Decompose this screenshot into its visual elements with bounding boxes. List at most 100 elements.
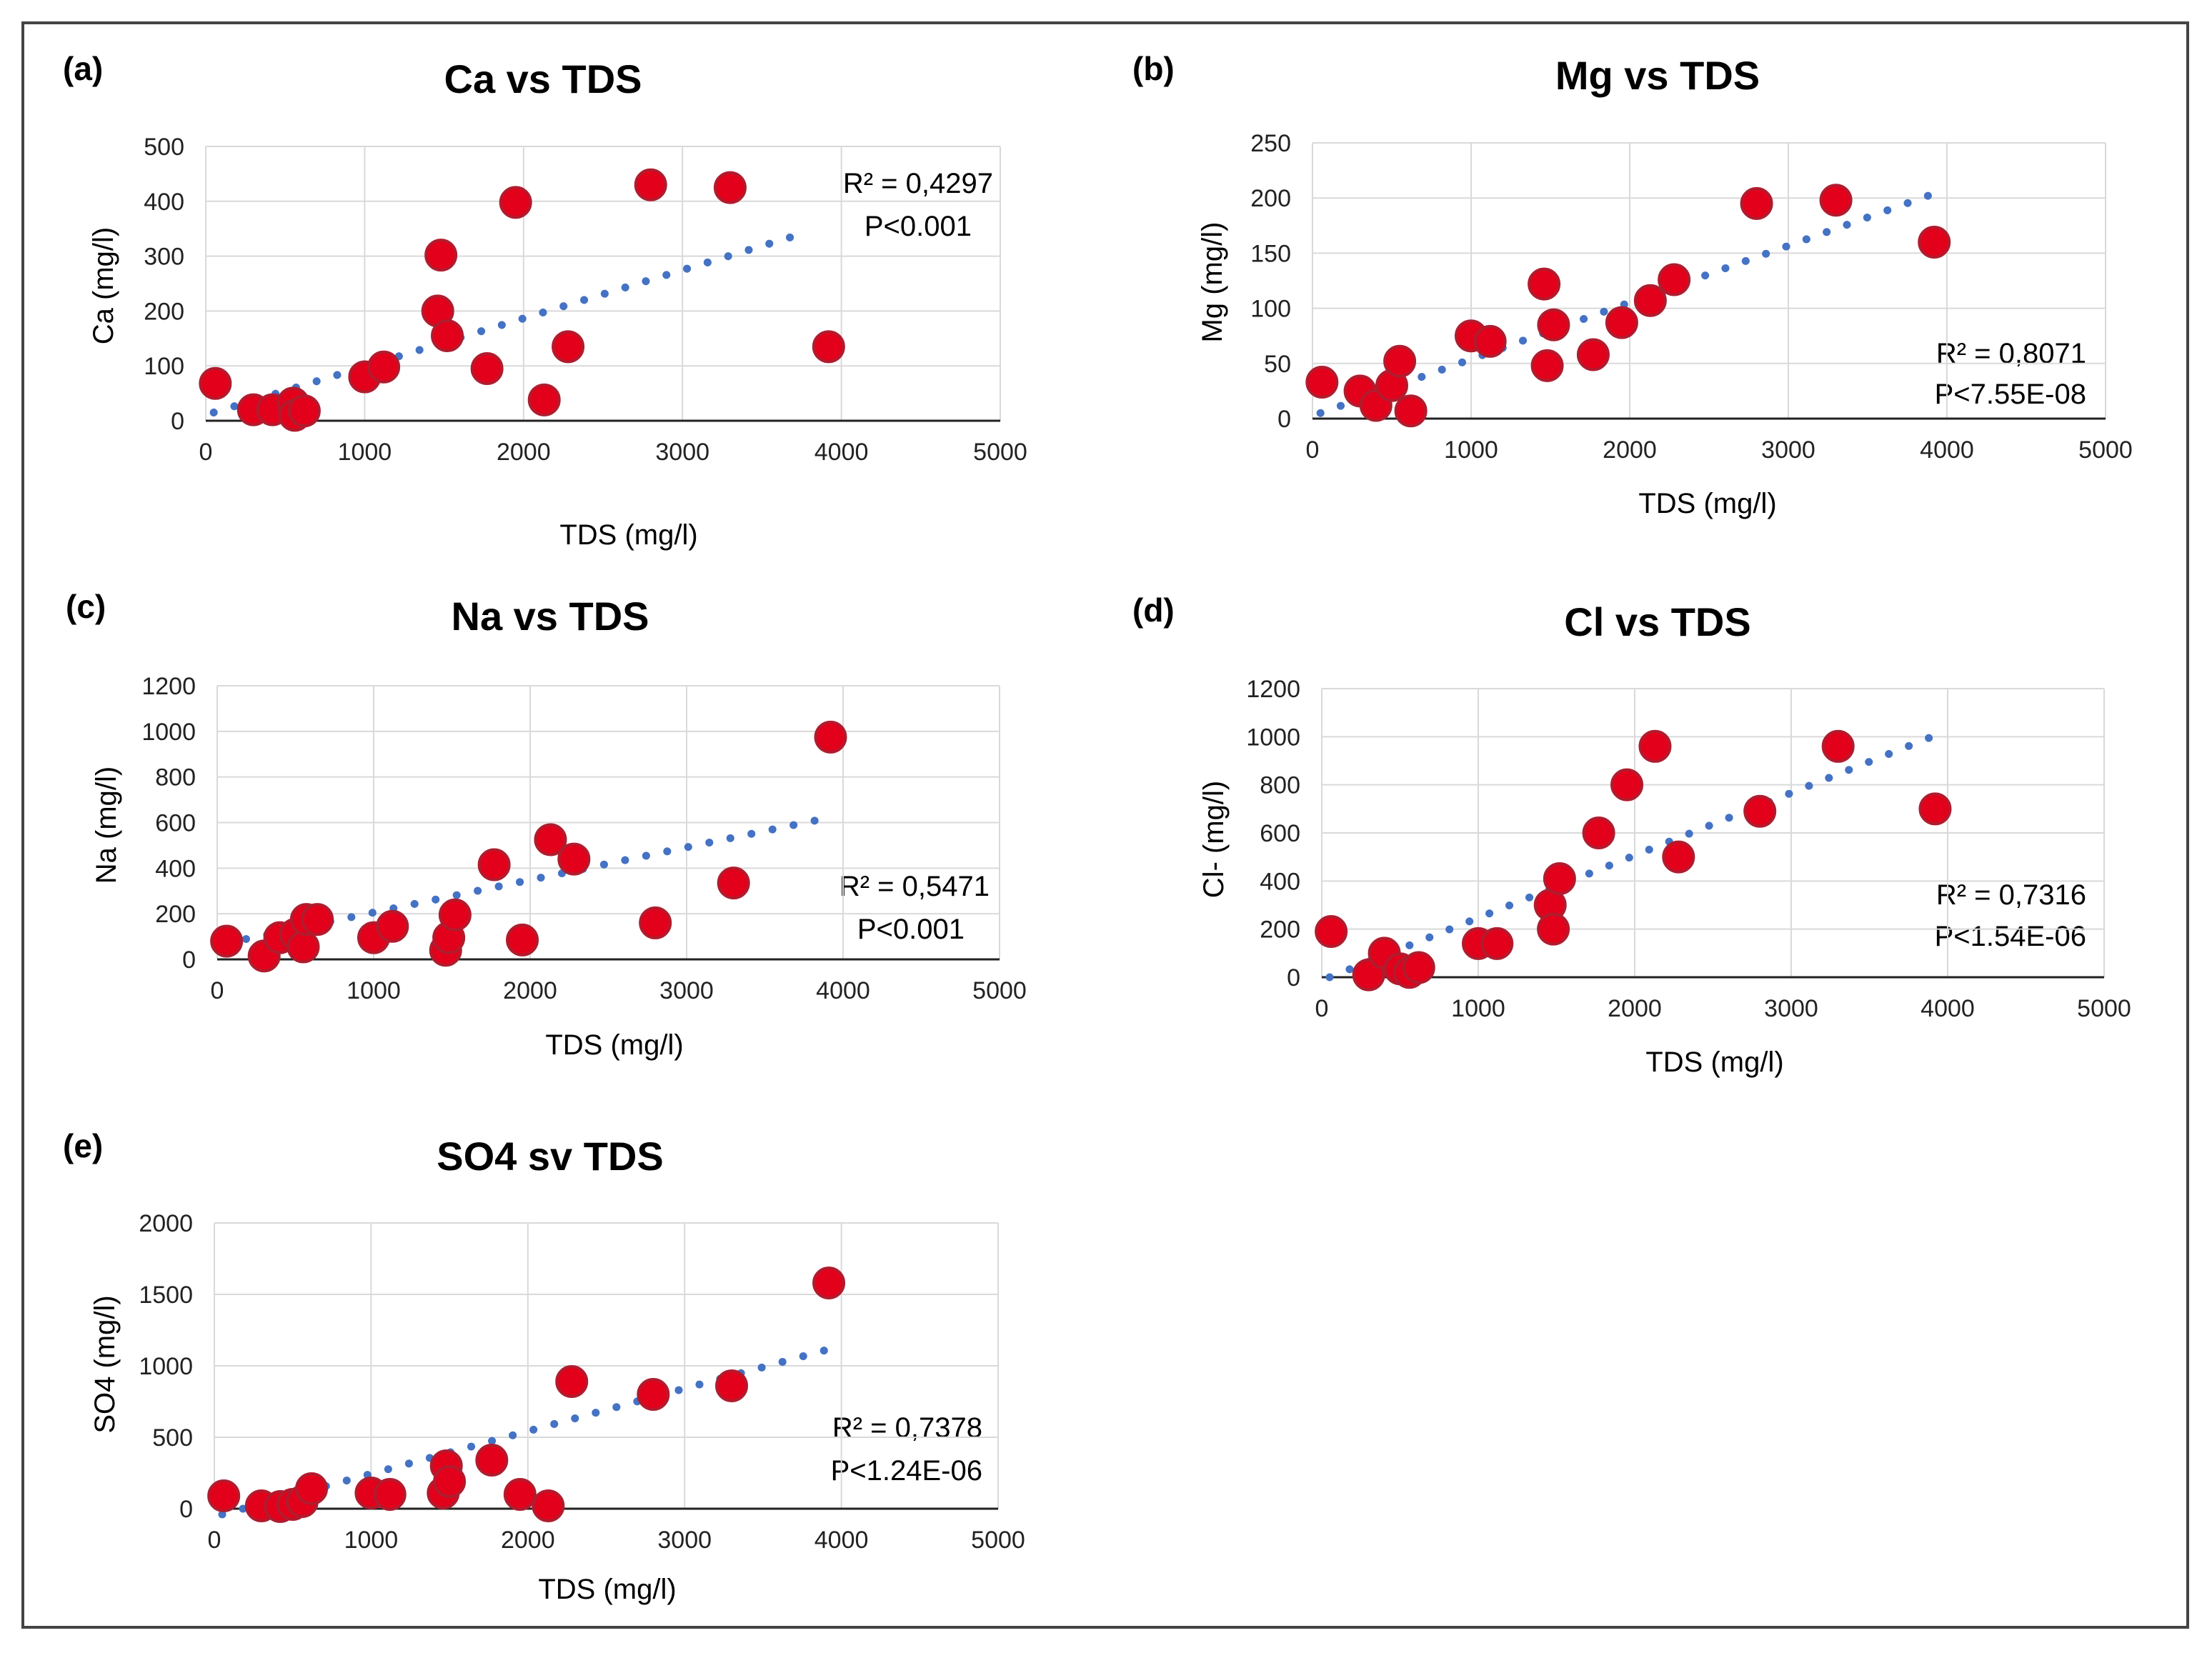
x-tick-label: 0 xyxy=(211,977,224,1004)
panel-b: (b) Mg vs TDS TDS (mg/l) Mg (mg/l) R² = … xyxy=(1132,50,2133,519)
data-point xyxy=(812,1267,846,1299)
x-tick-label: 2000 xyxy=(497,439,551,466)
y-tick-label: 0 xyxy=(171,408,184,435)
y-tick-label: 200 xyxy=(1260,917,1300,944)
data-point xyxy=(1576,338,1610,371)
data-point xyxy=(431,319,464,352)
x-tick-label: 1000 xyxy=(338,439,392,466)
data-point xyxy=(814,720,847,754)
figure-frame xyxy=(21,21,2189,1629)
data-point xyxy=(506,923,539,957)
panel-b-plot: 0 1000 2000 3000 4000 5000 0 50 100 150 200 250 xyxy=(1250,130,2133,464)
x-tick-label: 5000 xyxy=(972,977,1027,1004)
data-point xyxy=(639,906,672,939)
panel-e-title: SO4 sv TDS xyxy=(437,1134,663,1179)
x-tick-label: 0 xyxy=(1315,995,1329,1022)
data-point xyxy=(503,1478,537,1511)
panel-e-r2: R² = 0,7378 xyxy=(832,1412,982,1444)
data-point xyxy=(1605,306,1638,339)
panel-e-label: (e) xyxy=(63,1127,103,1164)
panel-b-ylabel: Mg (mg/l) xyxy=(1197,222,1228,343)
x-tick-label: 4000 xyxy=(1920,995,1975,1022)
x-tick-label: 5000 xyxy=(2078,436,2133,464)
x-tick-label: 3000 xyxy=(657,1527,712,1554)
data-point xyxy=(475,1444,509,1477)
y-tick-label: 1200 xyxy=(141,673,196,700)
trendline xyxy=(1325,732,1936,982)
panel-d-pvalue: P<1.54E-06 xyxy=(1935,921,2086,952)
x-tick-label: 3000 xyxy=(655,439,709,466)
panel-a-r2: R² = 0,4297 xyxy=(843,168,993,199)
y-tick-label: 1500 xyxy=(139,1282,193,1309)
data-point xyxy=(532,1489,565,1522)
data-point xyxy=(1480,927,1514,960)
y-tick-label: 500 xyxy=(144,134,184,161)
x-tick-label: 3000 xyxy=(659,977,714,1004)
y-tick-label: 400 xyxy=(144,189,184,216)
data-point xyxy=(717,867,750,900)
data-point xyxy=(1819,184,1853,217)
y-tick-label: 0 xyxy=(179,1496,193,1523)
trendline xyxy=(209,227,814,416)
data-point xyxy=(552,330,585,364)
data-point xyxy=(376,909,409,943)
panel-d-label: (d) xyxy=(1132,591,1175,629)
y-tick-label: 100 xyxy=(1250,296,1291,323)
data-point xyxy=(424,239,458,272)
data-point xyxy=(1918,792,1952,826)
panel-c-r2: R² = 0,5471 xyxy=(840,871,990,902)
x-tick-label: 4000 xyxy=(1920,436,1974,464)
data-point xyxy=(207,1479,241,1512)
y-tick-label: 0 xyxy=(1287,964,1300,992)
y-tick-label: 1000 xyxy=(139,1353,193,1380)
data-point xyxy=(1662,840,1695,874)
panel-d-xlabel: TDS (mg/l) xyxy=(1645,1047,1783,1078)
x-tick-label: 5000 xyxy=(971,1527,1025,1554)
y-tick-label: 0 xyxy=(182,947,196,974)
panel-c: (c) Na vs TDS TDS (mg/l) Na (mg/l) R² = … xyxy=(66,588,1027,1061)
panel-a-ylabel: Ca (mg/l) xyxy=(88,227,119,344)
panel-e-plot: 0 1000 2000 3000 4000 5000 0 500 1000 1500 2000 xyxy=(139,1210,1025,1554)
y-tick-label: 1200 xyxy=(1246,676,1300,703)
panel-d-plot: 0 1000 2000 3000 4000 5000 0 200 400 600 800 1000 12… xyxy=(1246,676,2131,1022)
data-point xyxy=(477,848,511,882)
panel-c-ylabel: Na (mg/l) xyxy=(91,766,122,884)
data-point xyxy=(555,1365,589,1398)
y-tick-label: 600 xyxy=(1260,820,1300,847)
x-tick-label: 5000 xyxy=(973,439,1027,466)
data-point xyxy=(1305,366,1339,399)
panel-c-pvalue: P<0.001 xyxy=(857,914,965,945)
data-point xyxy=(367,350,401,384)
data-point xyxy=(1638,729,1672,763)
data-point xyxy=(499,186,532,219)
data-point xyxy=(1394,394,1428,428)
data-point xyxy=(301,903,334,937)
data-point xyxy=(1530,349,1564,382)
trendline xyxy=(221,814,832,948)
panel-a: (a) Ca vs TDS TDS (mg/l) Ca (mg/l) R² = … xyxy=(63,50,1027,551)
x-tick-label: 5000 xyxy=(2077,995,2131,1022)
x-tick-label: 4000 xyxy=(816,977,870,1004)
x-tick-label: 2000 xyxy=(1608,995,1662,1022)
panel-a-plot: 0 1000 2000 3000 4000 5000 0 100 200 300 400 500 xyxy=(144,134,1027,466)
panel-b-pvalue: P<7.55E-08 xyxy=(1935,379,2086,410)
panel-c-label: (c) xyxy=(66,588,106,625)
data-point xyxy=(1743,794,1777,828)
data-point xyxy=(534,823,567,857)
panel-b-r2: R² = 0,8071 xyxy=(1936,338,2086,369)
y-tick-label: 400 xyxy=(1260,868,1300,895)
data-point xyxy=(199,366,232,400)
data-point xyxy=(1633,284,1667,317)
y-tick-label: 250 xyxy=(1250,130,1291,157)
panel-a-pvalue: P<0.001 xyxy=(865,211,972,242)
x-tick-label: 4000 xyxy=(814,439,869,466)
y-tick-label: 200 xyxy=(155,901,196,928)
data-point xyxy=(1315,915,1348,949)
data-point xyxy=(1821,729,1855,763)
y-tick-label: 1000 xyxy=(1246,724,1300,751)
x-tick-label: 0 xyxy=(208,1527,221,1554)
panel-c-title: Na vs TDS xyxy=(452,594,649,639)
x-tick-label: 2000 xyxy=(501,1527,555,1554)
data-point xyxy=(1543,862,1576,895)
